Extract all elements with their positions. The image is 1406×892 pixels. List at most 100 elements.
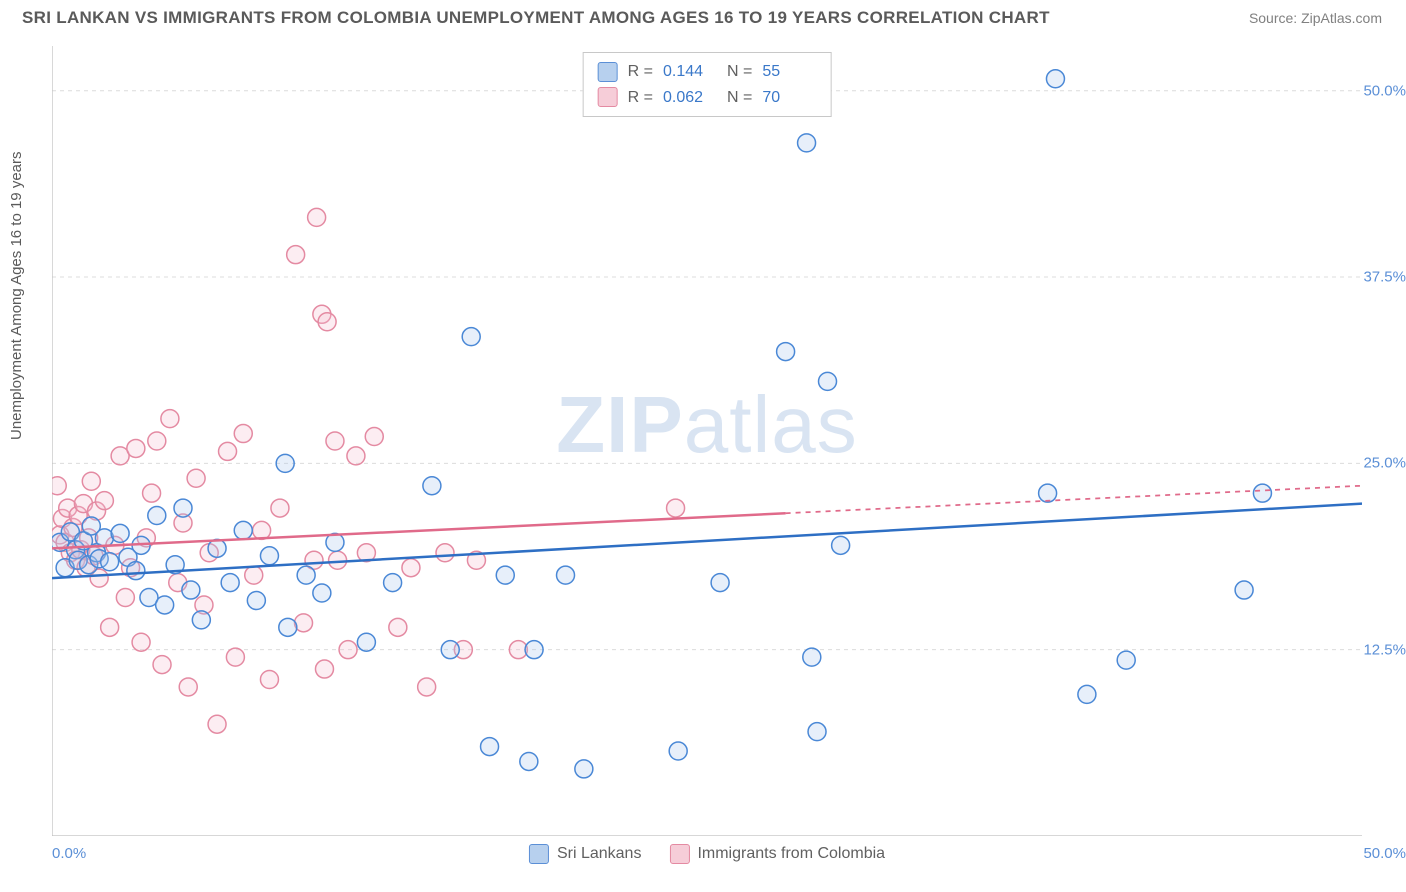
- legend-swatch: [598, 62, 618, 82]
- data-point: [174, 499, 192, 517]
- legend-swatch: [669, 844, 689, 864]
- data-point: [798, 134, 816, 152]
- data-point: [253, 521, 271, 539]
- data-point: [575, 760, 593, 778]
- data-point: [308, 208, 326, 226]
- data-point: [339, 641, 357, 659]
- data-point: [496, 566, 514, 584]
- data-point: [153, 656, 171, 674]
- data-point: [326, 432, 344, 450]
- scatter-plot: [52, 46, 1362, 836]
- data-point: [156, 596, 174, 614]
- data-point: [803, 648, 821, 666]
- n-value: 70: [762, 85, 816, 111]
- data-point: [808, 723, 826, 741]
- y-tick-label: 25.0%: [1363, 455, 1406, 472]
- data-point: [161, 410, 179, 428]
- stats-legend: R =0.144N =55R =0.062N =70: [583, 52, 832, 117]
- data-point: [384, 574, 402, 592]
- data-point: [1253, 484, 1271, 502]
- data-point: [95, 492, 113, 510]
- data-point: [101, 553, 119, 571]
- y-tick-label: 50.0%: [1363, 82, 1406, 99]
- data-point: [127, 439, 145, 457]
- data-point: [187, 469, 205, 487]
- data-point: [247, 591, 265, 609]
- data-point: [318, 313, 336, 331]
- data-point: [819, 372, 837, 390]
- data-point: [297, 566, 315, 584]
- data-point: [276, 454, 294, 472]
- legend-item: Immigrants from Colombia: [669, 844, 885, 864]
- data-point: [82, 472, 100, 490]
- data-point: [260, 670, 278, 688]
- data-point: [192, 611, 210, 629]
- x-tick-label: 0.0%: [52, 845, 86, 862]
- data-point: [143, 484, 161, 502]
- source-label: Source: ZipAtlas.com: [1249, 10, 1382, 26]
- data-point: [148, 507, 166, 525]
- legend-label: Immigrants from Colombia: [697, 845, 885, 863]
- data-point: [279, 618, 297, 636]
- stats-row: R =0.062N =70: [598, 85, 817, 111]
- data-point: [260, 547, 278, 565]
- data-point: [1078, 685, 1096, 703]
- data-point: [441, 641, 459, 659]
- data-point: [462, 328, 480, 346]
- chart-title: SRI LANKAN VS IMMIGRANTS FROM COLOMBIA U…: [22, 8, 1050, 28]
- data-point: [179, 678, 197, 696]
- y-tick-label: 12.5%: [1363, 641, 1406, 658]
- legend-swatch: [598, 87, 618, 107]
- data-point: [436, 544, 454, 562]
- data-point: [208, 539, 226, 557]
- data-point: [221, 574, 239, 592]
- data-point: [52, 477, 66, 495]
- bottom-legend: Sri Lankans Immigrants from Colombia: [529, 844, 885, 864]
- title-bar: SRI LANKAN VS IMMIGRANTS FROM COLOMBIA U…: [0, 0, 1406, 32]
- data-point: [148, 432, 166, 450]
- data-point: [357, 633, 375, 651]
- data-point: [226, 648, 244, 666]
- data-point: [402, 559, 420, 577]
- data-point: [101, 618, 119, 636]
- data-point: [182, 581, 200, 599]
- legend-item: Sri Lankans: [529, 844, 642, 864]
- data-point: [234, 425, 252, 443]
- data-point: [127, 562, 145, 580]
- data-point: [116, 589, 134, 607]
- data-point: [1046, 70, 1064, 88]
- data-point: [365, 428, 383, 446]
- data-point: [1235, 581, 1253, 599]
- data-point: [832, 536, 850, 554]
- data-point: [389, 618, 407, 636]
- data-point: [132, 633, 150, 651]
- y-axis-label: Unemployment Among Ages 16 to 19 years: [8, 151, 25, 440]
- n-value: 55: [762, 59, 816, 85]
- data-point: [481, 738, 499, 756]
- data-point: [313, 584, 331, 602]
- data-point: [777, 343, 795, 361]
- r-value: 0.144: [663, 59, 717, 85]
- data-point: [347, 447, 365, 465]
- y-tick-label: 37.5%: [1363, 269, 1406, 286]
- data-point: [669, 742, 687, 760]
- data-point: [711, 574, 729, 592]
- data-point: [271, 499, 289, 517]
- data-point: [667, 499, 685, 517]
- trend-line: [52, 504, 1362, 579]
- data-point: [329, 551, 347, 569]
- data-point: [418, 678, 436, 696]
- data-point: [287, 246, 305, 264]
- data-point: [219, 442, 237, 460]
- data-point: [557, 566, 575, 584]
- legend-label: Sri Lankans: [557, 845, 642, 863]
- data-point: [520, 752, 538, 770]
- data-point: [1117, 651, 1135, 669]
- data-point: [245, 566, 263, 584]
- legend-swatch: [529, 844, 549, 864]
- x-tick-label: 50.0%: [1363, 845, 1406, 862]
- data-point: [315, 660, 333, 678]
- stats-row: R =0.144N =55: [598, 59, 817, 85]
- chart-area: ZIPatlas R =0.144N =55R =0.062N =70 12.5…: [52, 46, 1362, 836]
- data-point: [423, 477, 441, 495]
